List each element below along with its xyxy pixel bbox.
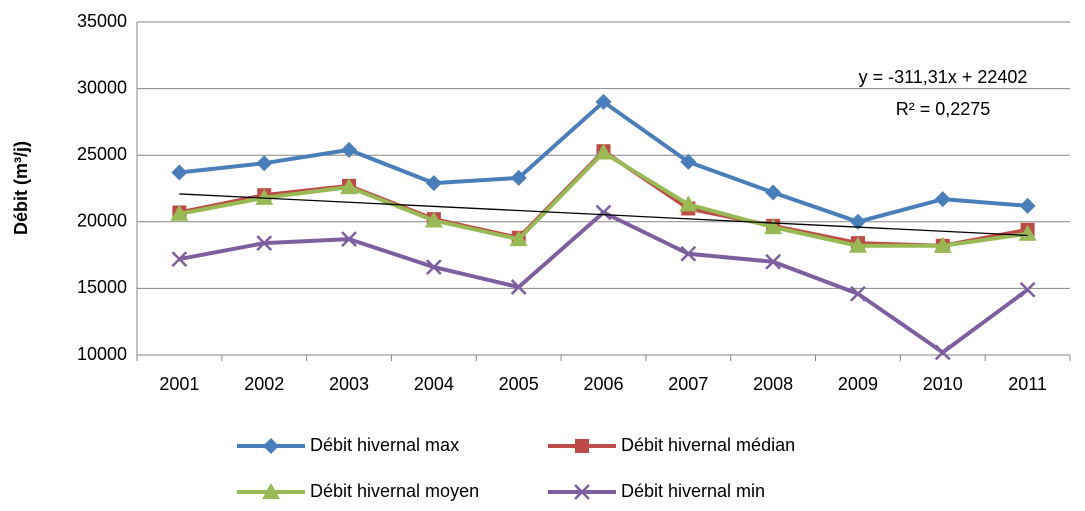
data-point [171,251,188,267]
annotation: R² = 0,2275 [896,99,991,119]
data-point [256,235,273,251]
data-point [255,188,274,205]
y-tick-label: 30000 [77,77,127,97]
annotation: y = -311,31x + 22402 [859,67,1028,87]
legend-label: Débit hivernal médian [621,435,795,455]
legend-label: Débit hivernal max [310,435,459,455]
data-point [765,184,782,201]
data-point [680,153,697,170]
x-tick-label: 2010 [923,374,963,394]
y-tick-label: 15000 [77,277,127,297]
data-point [934,191,951,208]
x-tick-label: 2008 [753,374,793,394]
x-tick-label: 2006 [583,374,623,394]
data-point [848,236,867,253]
series-line [179,99,1028,224]
data-point [341,231,357,247]
y-axis-title: Débit (m³/j) [11,141,31,235]
data-point [341,141,358,158]
x-tick-label: 2003 [329,374,369,394]
x-tick-label: 2001 [159,374,199,394]
data-point [764,218,783,235]
x-tick-label: 2005 [499,374,539,394]
x-tick-label: 2007 [668,374,708,394]
legend-marker [575,439,589,453]
legend-marker [263,438,279,454]
data-point [680,245,697,262]
series-line [179,210,1029,355]
data-point [171,164,188,181]
y-tick-label: 35000 [77,11,127,31]
data-point [509,230,528,247]
legend-label: Débit hivernal min [621,481,765,501]
x-tick-label: 2002 [244,374,284,394]
data-point [424,211,443,228]
data-point [510,279,527,295]
series-line [179,149,1028,248]
data-point [594,143,613,160]
data-point [1019,281,1036,298]
data-point [849,213,866,230]
x-tick-label: 2004 [414,374,454,394]
data-point [933,236,952,253]
y-tick-label: 20000 [77,211,127,231]
data-point [170,204,189,221]
data-point [510,169,527,186]
y-tick-label: 25000 [77,144,127,164]
y-tick-label: 10000 [77,344,127,364]
data-point [595,204,612,221]
x-tick-label: 2009 [838,374,878,394]
data-point [850,285,866,302]
legend-label: Débit hivernal moyen [310,481,479,501]
data-point [765,253,782,270]
data-point [340,178,359,195]
legend-marker [262,483,280,499]
data-point [934,344,951,361]
data-point [1018,224,1037,241]
trendline [179,193,1028,237]
data-point [679,195,698,212]
data-point [425,175,442,192]
x-tick-label: 2011 [1008,374,1047,394]
data-point [425,259,442,275]
data-point [1019,197,1036,214]
data-point [256,155,273,172]
data-point [595,93,612,110]
legend-marker [574,484,590,500]
series-line [179,150,1028,248]
